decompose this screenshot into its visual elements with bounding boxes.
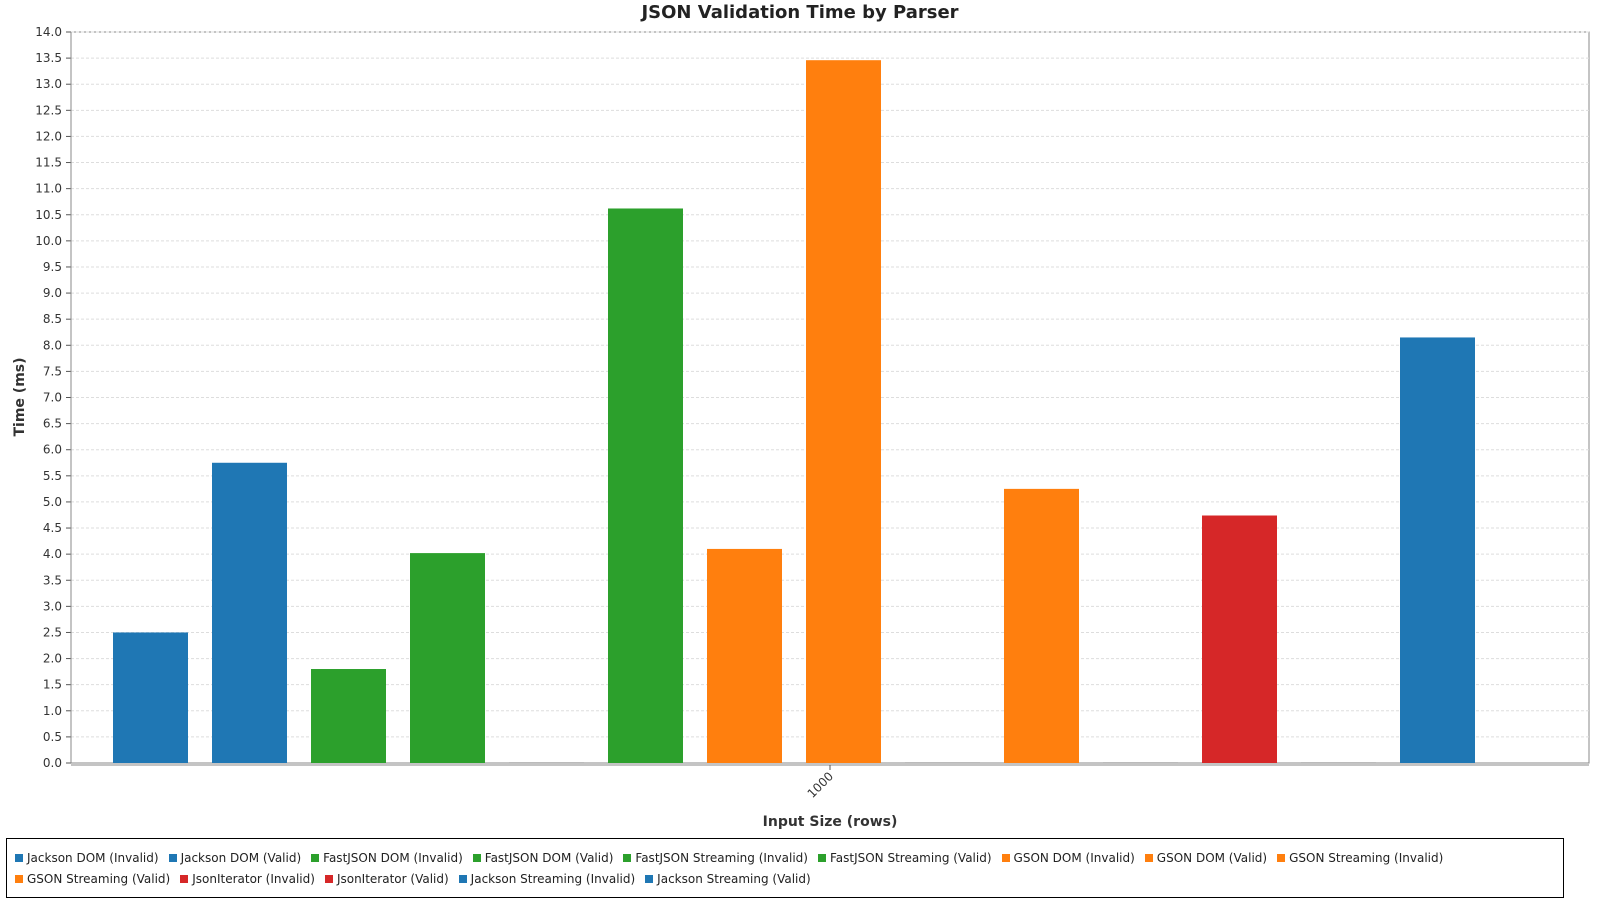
bar <box>311 669 386 763</box>
bar <box>410 553 485 763</box>
legend-item: Jackson Streaming (Valid) <box>645 868 811 889</box>
legend-swatch <box>817 853 826 862</box>
bar-zero <box>509 762 584 763</box>
y-tick-label: 9.0 <box>43 286 62 300</box>
legend-swatch <box>623 853 632 862</box>
legend-swatch <box>311 853 320 862</box>
y-tick-label: 4.5 <box>43 521 62 535</box>
legend-swatch <box>168 853 177 862</box>
bar-zero <box>1301 762 1376 763</box>
legend-label: Jackson Streaming (Valid) <box>657 871 811 886</box>
y-tick-label: 8.5 <box>43 312 62 326</box>
legend-swatch <box>1001 853 1010 862</box>
legend-label: Jackson DOM (Valid) <box>180 850 302 865</box>
legend-label: Jackson Streaming (Invalid) <box>470 871 636 886</box>
legend-item: GSON Streaming (Valid) <box>15 868 170 889</box>
legend-item: FastJSON Streaming (Valid) <box>817 847 992 868</box>
y-tick-label: 2.5 <box>43 625 62 639</box>
x-axis-label: Input Size (rows) <box>763 814 898 830</box>
legend-label: JsonIterator (Invalid) <box>192 871 315 886</box>
legend-item: GSON DOM (Valid) <box>1144 847 1268 868</box>
legend-item: JsonIterator (Invalid) <box>180 868 315 889</box>
legend-item: FastJSON DOM (Invalid) <box>311 847 463 868</box>
y-tick-label: 1.5 <box>43 678 62 692</box>
legend-swatch <box>1277 853 1286 862</box>
legend-swatch <box>324 874 333 883</box>
y-tick-label: 12.0 <box>35 129 62 143</box>
bar <box>707 548 782 763</box>
y-tick-label: 7.5 <box>43 364 62 378</box>
legend-swatch <box>1144 853 1153 862</box>
y-axis-label: Time (ms) <box>12 357 28 436</box>
chart-title: JSON Validation Time by Parser <box>639 2 958 23</box>
legend-item: Jackson DOM (Invalid) <box>15 847 159 868</box>
legend-label: JsonIterator (Valid) <box>336 871 449 886</box>
y-tick-label: 11.0 <box>35 182 62 196</box>
bar <box>608 208 683 764</box>
legend-swatch <box>15 874 23 883</box>
legend-item: JsonIterator (Valid) <box>324 868 449 889</box>
legend-label: FastJSON Streaming (Valid) <box>829 850 992 865</box>
legend-item: Jackson Streaming (Invalid) <box>458 868 636 889</box>
legend-label: GSON DOM (Valid) <box>1156 850 1268 865</box>
y-tick-label: 1.0 <box>43 704 62 718</box>
legend-item: FastJSON DOM (Valid) <box>472 847 614 868</box>
y-tick-label: 13.0 <box>35 77 62 91</box>
y-tick-label: 10.0 <box>35 234 62 248</box>
y-tick-label: 5.0 <box>43 495 62 509</box>
y-tick-label: 13.5 <box>35 51 62 65</box>
bar <box>1202 515 1277 763</box>
legend-swatch <box>458 874 467 883</box>
y-tick-label: 6.5 <box>43 417 62 431</box>
y-tick-label: 0.5 <box>43 730 62 744</box>
legend-label: Jackson DOM (Invalid) <box>27 850 159 865</box>
y-tick-label: 5.5 <box>43 469 62 483</box>
legend-swatch <box>645 874 654 883</box>
chart-legend: Jackson DOM (Invalid) Jackson DOM (Valid)… <box>6 838 1564 898</box>
legend-label: FastJSON DOM (Invalid) <box>323 850 463 865</box>
legend-item: GSON Streaming (Invalid) <box>1277 847 1443 868</box>
legend-label: FastJSON DOM (Valid) <box>484 850 614 865</box>
bar-chart: JSON Validation Time by Parser 0.0 0.5 1.0… <box>12 2 1590 830</box>
legend-label: GSON DOM (Invalid) <box>1013 850 1135 865</box>
y-tick-label: 11.5 <box>35 156 62 170</box>
bar <box>806 60 881 763</box>
x-tick-label: 1000 <box>805 769 836 800</box>
legend-item: FastJSON Streaming (Invalid) <box>623 847 808 868</box>
legend-swatch <box>472 853 481 862</box>
legend-item: Jackson DOM (Valid) <box>168 847 302 868</box>
y-tick-label: 10.5 <box>35 208 62 222</box>
y-tick-label: 2.0 <box>43 652 62 666</box>
y-tick-label: 7.0 <box>43 391 62 405</box>
bar-zero <box>905 762 980 763</box>
y-tick-label: 3.5 <box>43 573 62 587</box>
y-tick-label: 9.5 <box>43 260 62 274</box>
y-tick-label: 4.0 <box>43 547 62 561</box>
legend-label: FastJSON Streaming (Invalid) <box>635 850 808 865</box>
y-tick-label: 0.0 <box>43 756 62 770</box>
bar <box>212 462 287 763</box>
bar <box>1400 337 1475 763</box>
bar <box>113 632 188 763</box>
y-tick-label: 14.0 <box>35 25 62 39</box>
y-tick-label: 3.0 <box>43 599 62 613</box>
legend-item: GSON DOM (Invalid) <box>1001 847 1135 868</box>
legend-swatch <box>15 853 23 862</box>
legend-label: GSON Streaming (Invalid) <box>1289 850 1444 865</box>
y-tick-label: 6.0 <box>43 443 62 457</box>
plot-area: 0.0 0.5 1.0 1.5 2.0 2.5 3.0 3.5 4.0 4.5 5.0 5.5 6.0 6… <box>35 25 1590 801</box>
y-tick-label: 8.0 <box>43 338 62 352</box>
bar <box>1004 488 1079 763</box>
legend-label: GSON Streaming (Valid) <box>27 871 171 886</box>
bar-zero <box>1103 762 1178 763</box>
legend-swatch <box>180 874 189 883</box>
y-tick-label: 12.5 <box>35 103 62 117</box>
